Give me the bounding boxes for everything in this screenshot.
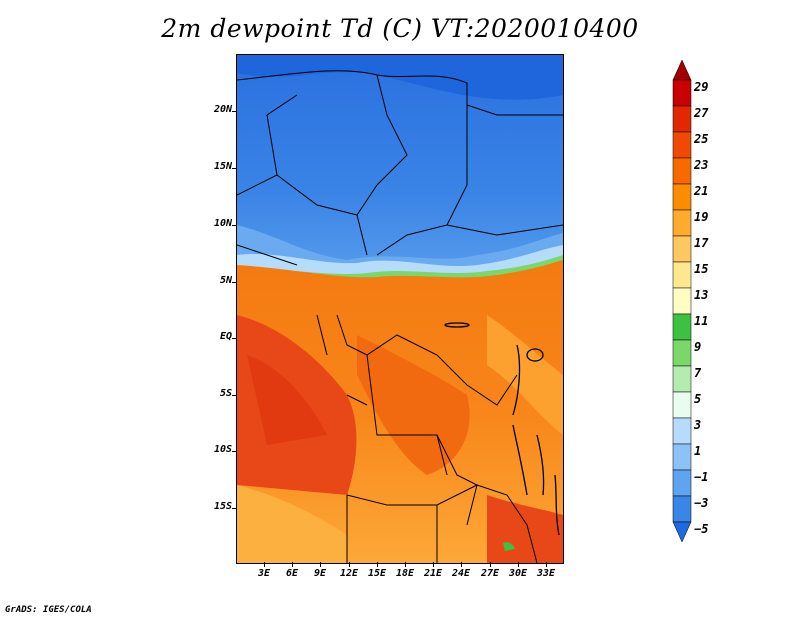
colorbar-segment [672, 131, 692, 159]
colorbar-label: 7 [694, 366, 702, 380]
lat-tick [232, 338, 237, 339]
colorbar-label: 15 [694, 262, 709, 276]
gulf-deep-red [247, 355, 327, 445]
lat-tick [232, 225, 237, 226]
lon-label-33e: 33E [536, 568, 556, 579]
colorbar-segment [672, 235, 692, 263]
colorbar-segment [672, 183, 692, 211]
colorbar-segment [672, 157, 692, 185]
colorbar-segment [672, 261, 692, 289]
colorbar-label: 5 [694, 392, 702, 406]
map-svg [237, 55, 563, 563]
lon-tick [433, 562, 434, 567]
lon-label-30e: 30E [508, 568, 528, 579]
colorbar-label: 11 [694, 314, 709, 328]
lon-label-9e: 9E [313, 568, 327, 579]
sahara-dark-patch [237, 55, 563, 100]
lat-label-5n: 5N [219, 275, 232, 286]
congo-basin-orange [357, 335, 470, 475]
lon-tick [320, 562, 321, 567]
colorbar-label: 19 [694, 210, 709, 224]
south-green-patch [503, 542, 515, 551]
lon-label-3e: 3E [257, 568, 271, 579]
southwest-light-region [237, 485, 347, 563]
lon-label-15e: 15E [367, 568, 387, 579]
chart-title: 2m dewpoint Td (C) VT:2020010400 [161, 14, 639, 43]
colorbar-segment [672, 313, 692, 341]
lat-tick [232, 168, 237, 169]
country-borders [237, 70, 563, 563]
colorbar-label: 29 [694, 80, 709, 94]
colorbar-segment [672, 521, 692, 543]
colorbar-segment [672, 391, 692, 419]
colorbar-segment [672, 365, 692, 393]
lat-label-5s: 5S [219, 388, 232, 399]
colorbar-segment [672, 469, 692, 497]
colorbar-label: 3 [694, 418, 702, 432]
lat-label-10n: 10N [213, 218, 232, 229]
colorbar-label: 13 [694, 288, 709, 302]
lon-tick [490, 562, 491, 567]
lat-label-15n: 15N [213, 161, 232, 172]
lon-tick [405, 562, 406, 567]
colorbar-label: −1 [694, 470, 709, 484]
colorbar-segment [672, 339, 692, 367]
colorbar-label: 9 [694, 340, 702, 354]
lat-tick [232, 508, 237, 509]
colorbar-label: 27 [694, 106, 709, 120]
colorbar-segment [672, 59, 692, 81]
lat-label-15s: 15S [213, 501, 232, 512]
colorbar-label: −5 [694, 522, 709, 536]
east-highland-light [487, 315, 563, 435]
colorbar-segment [672, 287, 692, 315]
colorbar-label: 21 [694, 184, 709, 198]
lat-tick [232, 451, 237, 452]
colorbar-label: −3 [694, 496, 709, 510]
lon-tick [461, 562, 462, 567]
lat-tick [232, 111, 237, 112]
colorbar-segment [672, 209, 692, 237]
lat-label-eq: EQ [219, 331, 232, 342]
lon-label-18e: 18E [395, 568, 415, 579]
lon-tick [292, 562, 293, 567]
colorbar-segment [672, 79, 692, 107]
lon-tick [349, 562, 350, 567]
lat-tick [232, 282, 237, 283]
colorbar-segment [672, 105, 692, 133]
lon-label-6e: 6E [285, 568, 299, 579]
colorbar-label: 23 [694, 158, 709, 172]
footer-credit: GrADS: IGES/COLA [5, 605, 92, 615]
colorbar-segment [672, 495, 692, 523]
colorbar [672, 59, 692, 543]
lon-label-27e: 27E [480, 568, 500, 579]
colorbar-label: 1 [694, 444, 702, 458]
lon-tick [518, 562, 519, 567]
colorbar-label: 25 [694, 132, 709, 146]
lon-tick [377, 562, 378, 567]
lon-tick [546, 562, 547, 567]
colorbar-label: 17 [694, 236, 709, 250]
lat-label-10s: 10S [213, 444, 232, 455]
colorbar-segment [672, 417, 692, 445]
lon-label-21e: 21E [423, 568, 443, 579]
lon-label-24e: 24E [451, 568, 471, 579]
colorbar-segment [672, 443, 692, 471]
lat-label-20n: 20N [213, 104, 232, 115]
lat-tick [232, 395, 237, 396]
lon-label-12e: 12E [339, 568, 359, 579]
dewpoint-map [236, 54, 564, 564]
lon-tick [264, 562, 265, 567]
lake-outlines [444, 322, 560, 536]
